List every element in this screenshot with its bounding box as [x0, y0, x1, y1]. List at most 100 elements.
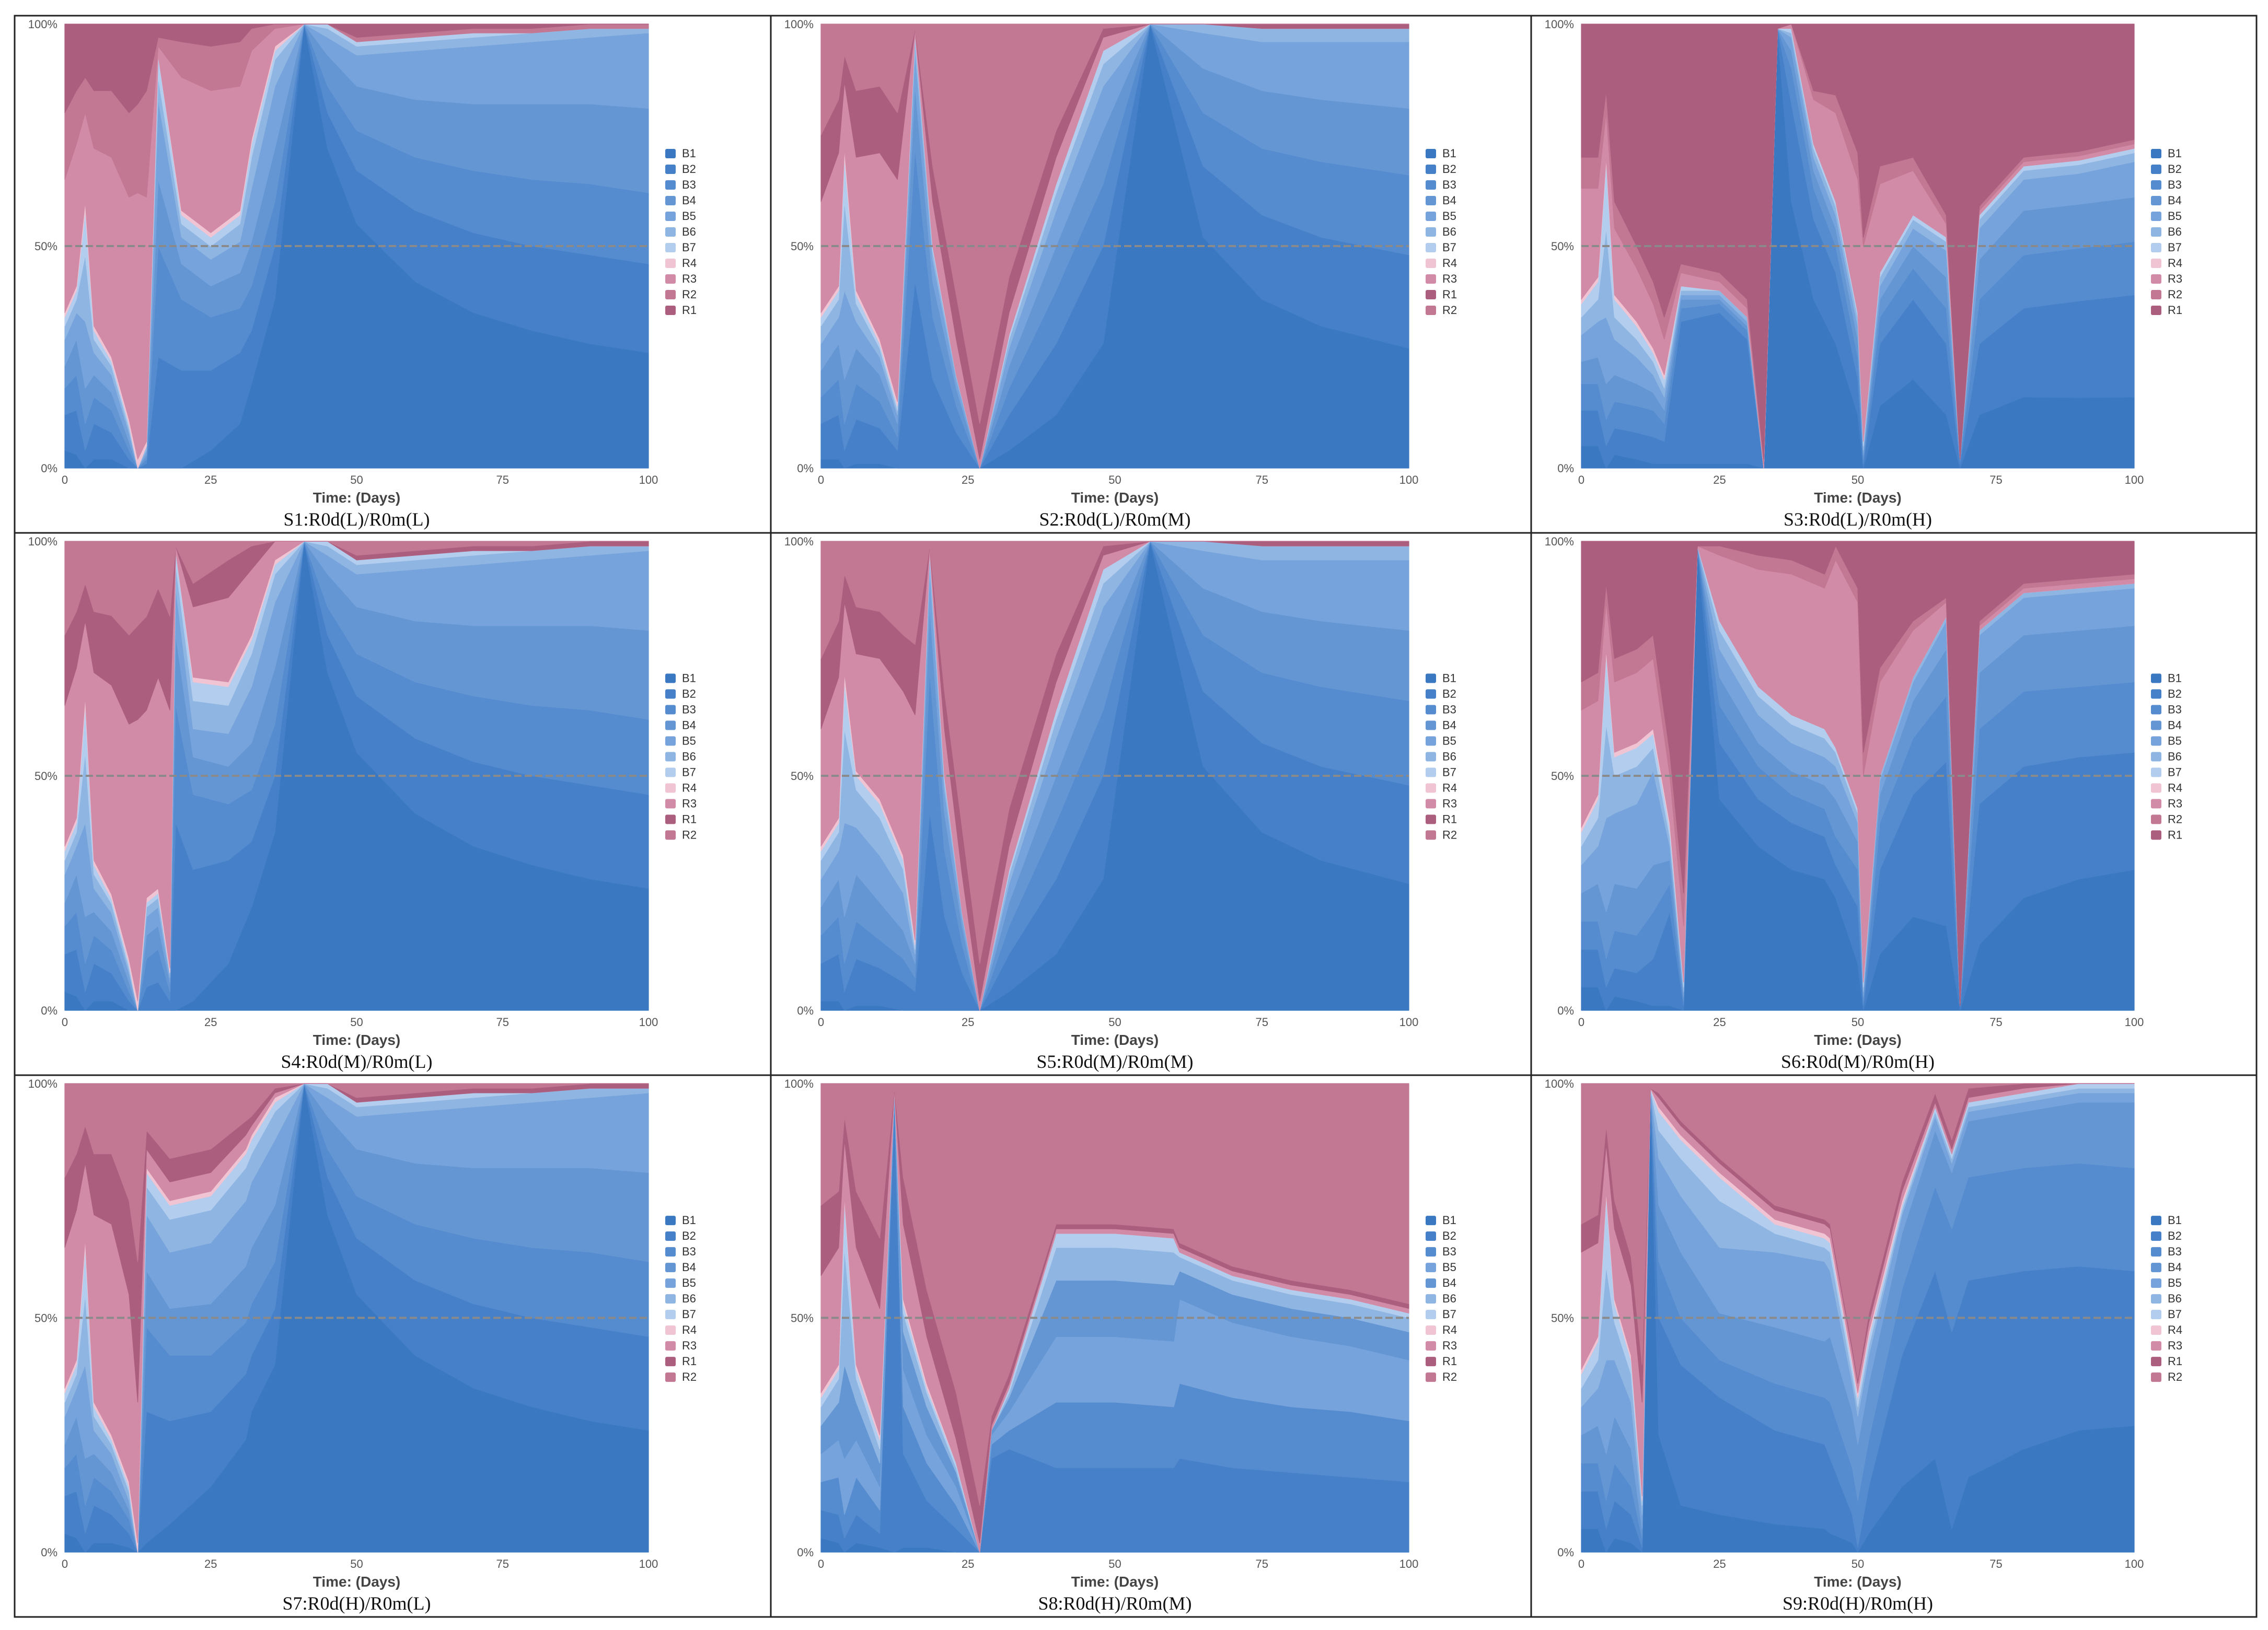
legend-swatch-b1 [665, 149, 676, 158]
legend-label: B7 [1442, 765, 1456, 778]
area-r1 [1581, 24, 2135, 460]
legend-label: B1 [682, 671, 696, 684]
legend: B1 B2 B3 B4 B5 B6 B7 R4 R3 R2 R1 [665, 147, 697, 317]
legend-swatch-b3 [1426, 1247, 1436, 1257]
legend-swatch-r3 [665, 799, 676, 809]
x-axis-label: Time: (Days) [313, 490, 401, 506]
legend-label: B5 [1442, 1261, 1456, 1274]
stacked-areas [820, 1083, 1409, 1553]
legend-label: R4 [2168, 1323, 2182, 1336]
legend-swatch-r3 [2151, 274, 2161, 284]
legend-label: B6 [682, 225, 696, 238]
legend-label: B4 [682, 718, 696, 731]
legend-label: B4 [682, 194, 696, 207]
legend-label: B7 [2168, 765, 2182, 778]
legend-label: B6 [2168, 750, 2182, 763]
legend-swatch-r1 [1426, 1357, 1436, 1367]
legend-label: R1 [1442, 288, 1457, 301]
y-tick-label: 0% [797, 1546, 814, 1559]
legend-swatch-r3 [665, 1341, 676, 1351]
legend-label: B3 [2168, 178, 2182, 191]
legend-label: B2 [2168, 162, 2182, 176]
legend-swatch-b5 [665, 736, 676, 746]
chart-panel-9: 0% 50% 100% 0 25 50 75 100 Time: (Days) S9:R0d(H)… [1545, 1077, 2182, 1614]
x-tick-label: 75 [1989, 473, 2002, 486]
y-tick-label: 0% [1557, 462, 1574, 475]
legend-swatch-b5 [2151, 212, 2161, 221]
x-tick-label: 25 [1713, 1016, 1726, 1029]
legend-swatch-b3 [665, 1247, 676, 1257]
legend-label: R3 [2168, 797, 2182, 810]
legend-swatch-b5 [2151, 736, 2161, 746]
legend-swatch-r4 [2151, 1325, 2161, 1335]
y-tick-label: 50% [791, 240, 814, 253]
legend-swatch-r3 [2151, 799, 2161, 809]
x-tick-label: 100 [2125, 1016, 2144, 1029]
x-tick-label: 0 [818, 1016, 824, 1029]
y-tick-label: 100% [1545, 1077, 1574, 1090]
legend-label: B1 [1442, 671, 1456, 684]
legend-label: B1 [1442, 147, 1456, 160]
legend-swatch-b5 [665, 212, 676, 221]
x-tick-label: 100 [2125, 473, 2144, 486]
x-tick-label: 50 [350, 473, 363, 486]
x-tick-label: 75 [1989, 1557, 2002, 1570]
legend-label: B4 [2168, 718, 2182, 731]
y-tick-label: 100% [28, 18, 57, 31]
area-r1 [1581, 541, 2135, 1006]
y-tick-label: 100% [784, 18, 814, 31]
legend-swatch-b2 [1426, 165, 1436, 174]
legend-label: R1 [682, 304, 697, 317]
legend-swatch-r3 [665, 274, 676, 284]
y-tick-label: 0% [1557, 1546, 1574, 1559]
legend-label: B1 [2168, 1214, 2182, 1227]
y-tick-label: 0% [41, 1004, 57, 1017]
x-tick-label: 25 [962, 1557, 974, 1570]
legend: B1 B2 B3 B4 B5 B6 B7 R4 R3 R2 R1 [2151, 671, 2182, 841]
legend-swatch-b7 [2151, 767, 2161, 777]
legend-label: B1 [682, 147, 696, 160]
legend-swatch-b4 [2151, 720, 2161, 730]
legend-label: B7 [2168, 1308, 2182, 1321]
legend-swatch-r1 [665, 306, 676, 315]
x-tick-label: 100 [1399, 1016, 1419, 1029]
legend-swatch-b7 [2151, 1310, 2161, 1320]
legend-swatch-b7 [1426, 243, 1436, 252]
legend-label: B6 [682, 750, 696, 763]
legend-swatch-b4 [2151, 1263, 2161, 1273]
legend-label: R1 [2168, 828, 2182, 841]
legend-label: B7 [682, 241, 696, 254]
panel-caption: S2:R0d(L)/R0m(M) [1039, 509, 1190, 530]
legend-label: R4 [1442, 257, 1457, 270]
legend-label: R2 [1442, 828, 1457, 841]
legend-swatch-b6 [665, 752, 676, 762]
x-axis-label: Time: (Days) [1814, 1032, 1902, 1048]
legend-swatch-r3 [2151, 1341, 2161, 1351]
legend-label: B3 [1442, 1245, 1456, 1258]
legend: B1 B2 B3 B4 B5 B6 B7 R4 R3 R1 R2 [2151, 1214, 2182, 1383]
legend-swatch-b6 [2151, 227, 2161, 237]
panel-caption: S9:R0d(H)/R0m(H) [1783, 1593, 1933, 1614]
legend-swatch-b2 [1426, 689, 1436, 699]
legend-swatch-b3 [2151, 705, 2161, 715]
y-tick-label: 0% [797, 1004, 814, 1017]
legend-swatch-b5 [1426, 1263, 1436, 1273]
panel-caption: S5:R0d(M)/R0m(M) [1036, 1051, 1193, 1072]
legend-label: R3 [1442, 272, 1457, 285]
legend-label: R2 [682, 1370, 697, 1383]
legend-swatch-b1 [1426, 149, 1436, 158]
x-axis-label: Time: (Days) [1071, 490, 1159, 506]
x-tick-label: 100 [639, 473, 658, 486]
legend-swatch-r4 [2151, 259, 2161, 268]
legend-swatch-b4 [665, 1263, 676, 1273]
legend-label: B2 [2168, 687, 2182, 700]
legend-swatch-r4 [1426, 783, 1436, 793]
y-tick-label: 100% [28, 1077, 57, 1090]
legend-swatch-b7 [665, 243, 676, 252]
legend-label: B6 [682, 1292, 696, 1305]
legend-label: B4 [1442, 1276, 1456, 1289]
legend-label: R3 [682, 797, 697, 810]
x-axis-label: Time: (Days) [313, 1574, 401, 1590]
legend-label: R3 [682, 272, 697, 285]
legend-label: B3 [682, 1245, 696, 1258]
